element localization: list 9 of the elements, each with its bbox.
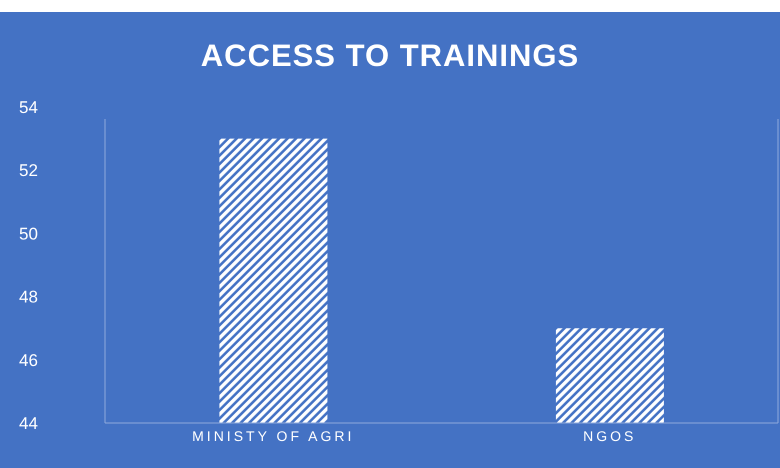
x-tick-label: MINISTY OF AGRI [192,428,354,444]
y-tick-label: 54 [19,98,38,118]
y-tick-label: 50 [19,224,38,244]
y-tick-label: 48 [19,288,38,307]
y-tick-label: 52 [19,161,38,180]
y-tick-label: 44 [19,414,38,434]
chart-title: ACCESS TO TRAININGS [200,38,580,74]
y-tick-label: 46 [19,350,38,370]
x-tick-label: NGOS [583,428,636,444]
